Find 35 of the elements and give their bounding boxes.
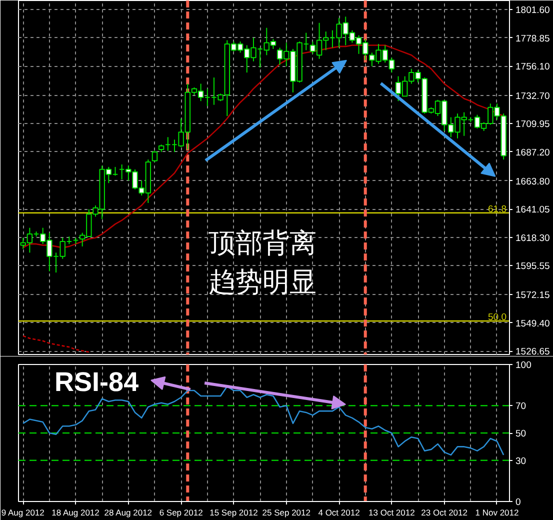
x-tick-label: 18 Aug 2012 bbox=[52, 508, 100, 518]
candlestick bbox=[152, 150, 158, 162]
y-tick-label: 1595.55 bbox=[516, 261, 550, 272]
y-tick-label: 1732.70 bbox=[516, 90, 550, 102]
y-tick-label: 70 bbox=[516, 401, 526, 412]
y-tick-label: 1756.10 bbox=[516, 62, 550, 73]
y-tick-label: 1549.40 bbox=[516, 318, 550, 330]
y-tick-label: 0 bbox=[516, 497, 521, 508]
y-tick-label: 1778.85 bbox=[516, 33, 550, 44]
y-tick-label: 1709.95 bbox=[516, 119, 550, 130]
y-tick-label: 1641.05 bbox=[516, 204, 550, 216]
y-tick-label: 100 bbox=[516, 360, 532, 371]
y-tick-label: 30 bbox=[516, 456, 526, 467]
x-tick-label: 4 Oct 2012 bbox=[318, 508, 360, 518]
x-tick-label: 25 Sep 2012 bbox=[262, 508, 311, 518]
x-tick-label: 15 Sep 2012 bbox=[210, 508, 258, 518]
y-tick-label: 50 bbox=[516, 428, 526, 440]
y-tick-label: 1801.60 bbox=[516, 5, 550, 16]
annotation: RSI-84 bbox=[54, 367, 139, 398]
x-tick-label: 6 Sep 2012 bbox=[159, 508, 204, 518]
y-tick-label: 1526.65 bbox=[516, 346, 550, 358]
annotation: 61.8 bbox=[488, 204, 507, 215]
x-tick-label: 13 Oct 2012 bbox=[368, 508, 416, 518]
annotation: 50.0 bbox=[488, 312, 507, 323]
x-tick-label: 23 Oct 2012 bbox=[421, 508, 468, 518]
y-tick-label: 1687.20 bbox=[516, 147, 550, 158]
x-tick-label: 28 Aug 2012 bbox=[104, 508, 152, 518]
line-series bbox=[22, 335, 90, 353]
annotation: 顶部背离 bbox=[208, 228, 317, 259]
y-tick-label: 1618.30 bbox=[516, 232, 550, 244]
x-tick-label: 1 Nov 2012 bbox=[475, 508, 520, 518]
y-tick-label: 1572.15 bbox=[516, 290, 550, 302]
y-tick-label: 1663.80 bbox=[516, 176, 550, 188]
x-tick-label: 9 Aug 2012 bbox=[1, 508, 45, 518]
annotation: 趋势明显 bbox=[208, 267, 317, 298]
